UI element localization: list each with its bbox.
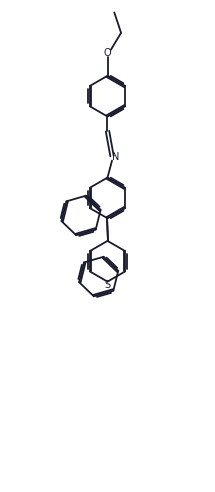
Text: O: O	[104, 48, 111, 58]
Text: S: S	[104, 280, 111, 290]
Text: N: N	[112, 152, 119, 162]
